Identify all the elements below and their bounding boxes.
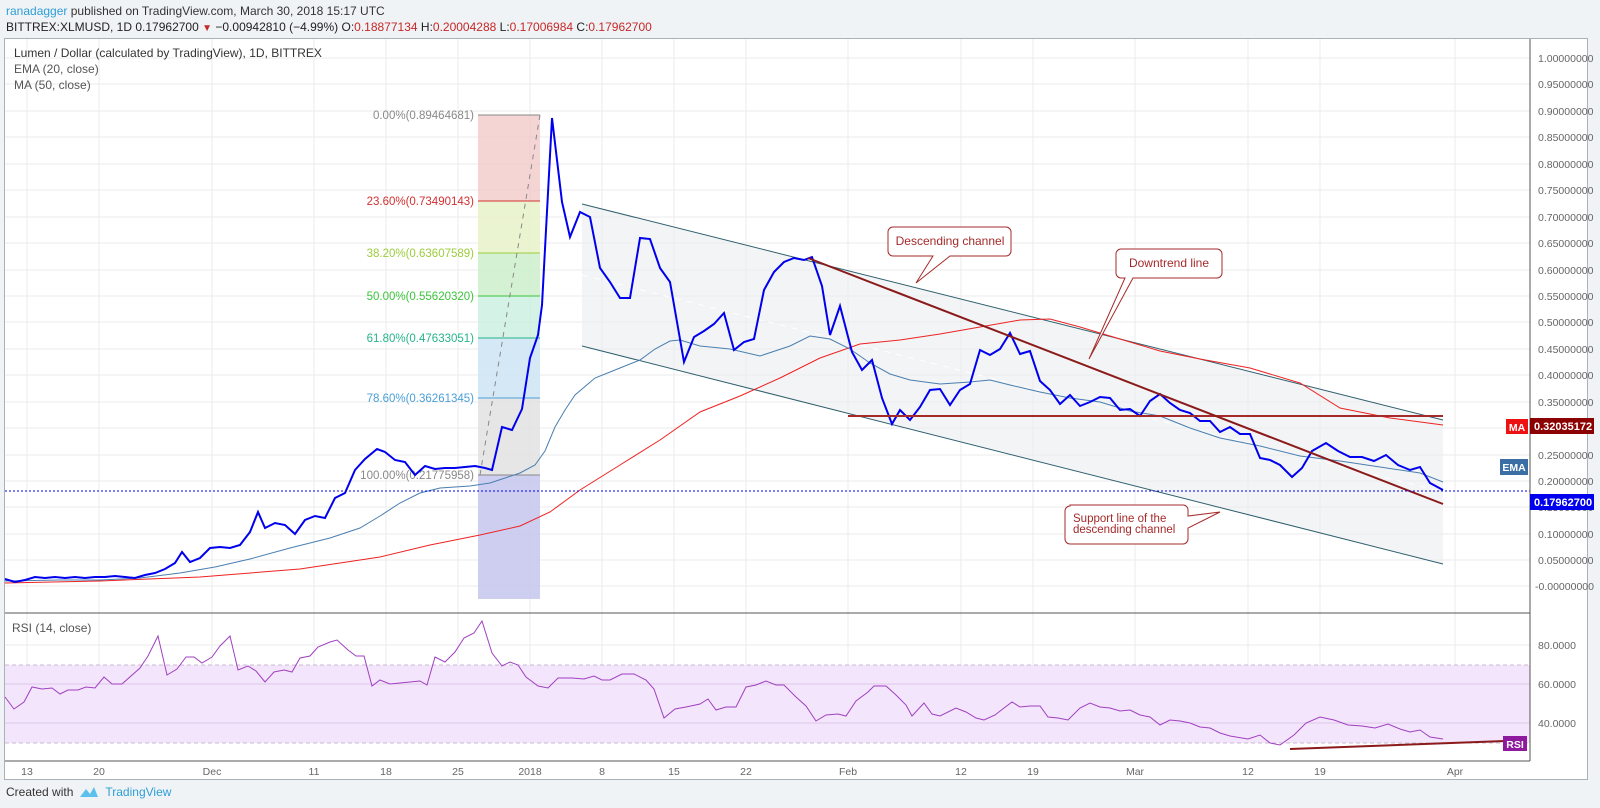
svg-text:15: 15 [668,766,680,778]
published-text: published on TradingView.com, March 30, … [70,4,385,18]
svg-text:19: 19 [1314,766,1326,778]
svg-text:40.0000: 40.0000 [1538,718,1576,730]
svg-text:11: 11 [309,766,320,778]
last-price-badge: 0.17962700 [1530,494,1594,510]
svg-text:0.25000000: 0.25000000 [1538,450,1594,462]
high-label: H: [420,20,433,34]
svg-text:80.0000: 80.0000 [1538,640,1576,652]
svg-text:19: 19 [1027,766,1039,778]
svg-text:12: 12 [1242,766,1254,778]
svg-text:25: 25 [452,766,464,778]
tradingview-link[interactable]: TradingView [105,785,172,799]
svg-text:Support line of the: Support line of the [1073,513,1166,525]
svg-text:0.55000000: 0.55000000 [1538,291,1594,303]
svg-text:0.17962700: 0.17962700 [1534,497,1592,509]
svg-text:8: 8 [599,766,605,778]
callout-descending-channel[interactable]: Descending channel [887,226,1012,284]
svg-text:0.70000000: 0.70000000 [1538,212,1594,224]
svg-text:Apr: Apr [1447,766,1464,778]
down-triangle-icon: ▼ [202,23,213,34]
callout-downtrend-line[interactable]: Downtrend line [1088,248,1223,360]
symbol-name: BITTREX:XLMUSD, 1D [6,20,133,34]
svg-text:0.65000000: 0.65000000 [1538,238,1594,250]
svg-text:0.60000000: 0.60000000 [1538,265,1594,277]
svg-text:1.00000000: 1.00000000 [1538,53,1594,65]
svg-text:13: 13 [21,766,33,778]
legend-rsi[interactable]: RSI (14, close) [12,621,91,635]
callout-support-line[interactable]: Support line of the descending channel [1064,504,1221,545]
svg-text:0.90000000: 0.90000000 [1538,106,1594,118]
svg-text:18: 18 [380,766,392,778]
descending-channel[interactable] [581,203,1444,565]
low-value: 0.17006984 [509,20,574,34]
ma-line [4,318,1444,584]
svg-text:0.95000000: 0.95000000 [1538,79,1594,91]
ma-value: 0.32035172 [1534,421,1592,433]
publish-info: ranadagger published on TradingView.com,… [6,4,385,18]
created-with-text: Created with [6,785,74,799]
footer: Created with TradingView [6,785,171,799]
price-line [4,117,1444,584]
author-link[interactable]: ranadagger [6,4,68,18]
svg-text:0.75000000: 0.75000000 [1538,185,1594,197]
svg-text:0.35000000: 0.35000000 [1538,397,1594,409]
ma-badge: MA 0.32035172 [1506,418,1594,434]
svg-text:0.85000000: 0.85000000 [1538,132,1594,144]
svg-text:Downtrend line: Downtrend line [1129,256,1209,270]
svg-text:22: 22 [740,766,752,778]
fib-0: 0.00%(0.89464681) [373,110,474,122]
ema-badge: EMA [1500,459,1528,475]
fibonacci-retracement[interactable]: 0.00%(0.89464681) 23.60%(0.73490143) 38.… [360,110,541,599]
svg-text:0.80000000: 0.80000000 [1538,159,1594,171]
svg-text:Descending channel: Descending channel [896,234,1005,248]
svg-text:0.10000000: 0.10000000 [1538,529,1594,541]
fib-236: 23.60%(0.73490143) [367,196,475,208]
fib-1000: 100.00%(0.21775958) [360,470,474,482]
fib-618: 61.80%(0.47633051) [367,333,475,345]
svg-text:descending channel: descending channel [1073,524,1175,536]
fib-382: 38.20%(0.63607589) [367,248,475,260]
svg-text:MA: MA [1509,422,1526,434]
svg-text:RSI: RSI [1506,739,1524,751]
tradingview-logo-icon [80,787,99,797]
price-change: −0.00942810 (−4.99%) [215,20,339,34]
low-label: L: [499,20,510,34]
open-label: O: [341,20,355,34]
svg-text:Mar: Mar [1126,766,1145,778]
svg-text:12: 12 [955,766,967,778]
time-axis[interactable]: 13 20 Dec 11 18 25 2018 8 15 22 Feb 12 1… [21,766,1464,778]
rsi-line [4,619,1444,746]
close-value: 0.17962700 [588,20,652,34]
svg-text:EMA: EMA [1502,462,1526,474]
svg-text:0.40000000: 0.40000000 [1538,370,1594,382]
svg-text:Dec: Dec [203,766,222,778]
price-axis[interactable]: 1.00000000 0.95000000 0.90000000 0.85000… [1535,53,1594,593]
svg-text:Feb: Feb [839,766,857,778]
legend-ema[interactable]: EMA (20, close) [14,62,99,76]
symbol-info: BITTREX:XLMUSD, 1D 0.17962700 ▼ −0.00942… [6,20,652,34]
svg-text:20: 20 [93,766,105,778]
svg-text:60.0000: 60.0000 [1538,679,1576,691]
close-label: C: [576,20,589,34]
downtrend-line[interactable] [807,257,1444,505]
high-value: 0.20004288 [432,20,497,34]
svg-text:0.50000000: 0.50000000 [1538,317,1594,329]
chart-legend: Lumen / Dollar (calculated by TradingVie… [14,46,322,92]
svg-text:-0.00000000: -0.00000000 [1535,581,1594,593]
last-price: 0.17962700 [135,20,199,34]
rsi-badge: RSI [1503,736,1527,751]
open-value: 0.18877134 [354,20,418,34]
rsi-pane[interactable]: RSI (14, close) [4,619,1530,750]
fib-786: 78.60%(0.36261345) [367,393,475,405]
fib-500: 50.00%(0.55620320) [367,291,475,303]
legend-title: Lumen / Dollar (calculated by TradingVie… [14,46,322,60]
svg-text:0.45000000: 0.45000000 [1538,344,1594,356]
rsi-axis[interactable]: 80.0000 60.0000 40.0000 [1538,640,1576,730]
rsi-divergence-line[interactable] [1289,740,1506,750]
legend-ma[interactable]: MA (50, close) [14,78,91,92]
svg-text:0.05000000: 0.05000000 [1538,555,1594,567]
svg-text:0.20000000: 0.20000000 [1538,476,1594,488]
svg-text:2018: 2018 [518,766,542,778]
